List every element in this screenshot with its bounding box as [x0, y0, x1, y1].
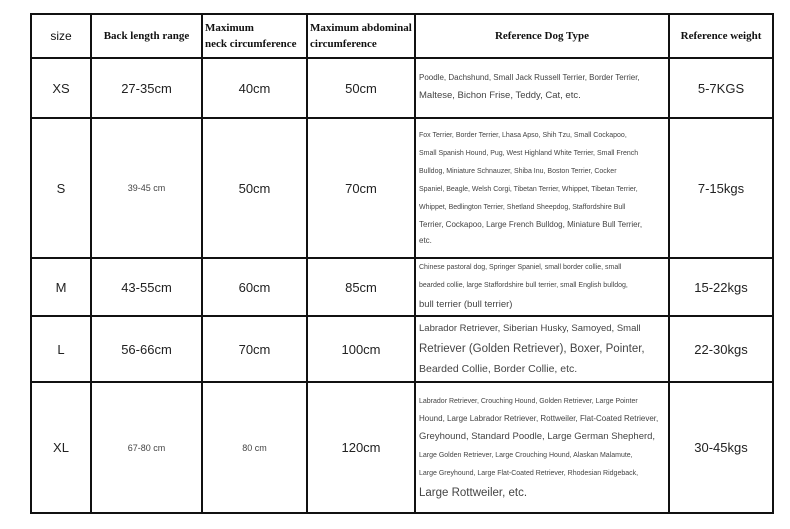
dog-type-cell: Labrador Retriever, Crouching Hound, Gol…: [414, 381, 670, 514]
dog-type-line: Poodle, Dachshund, Small Jack Russell Te…: [419, 73, 640, 82]
table-row: XS 27-35cm 40cm 50cm Poodle, Dachshund, Smal…: [30, 57, 774, 119]
dog-type-line: Large Rottweiler, etc.: [419, 486, 528, 499]
dog-type-line: Bearded Collie, Border Collie, etc.: [419, 363, 578, 375]
weight-cell: 22-30kgs: [668, 315, 774, 383]
table-row: M 43-55cm 60cm 85cm Chinese pastoral dog, Sp…: [30, 257, 774, 317]
dog-type-cell: Poodle, Dachshund, Small Jack Russell Te…: [414, 57, 670, 119]
dog-type-line: Spaniel, Beagle, Welsh Corgi, Tibetan Te…: [419, 186, 638, 193]
dog-type-line: bull terrier (bull terrier): [419, 299, 513, 310]
table-row: XL 67-80 cm 80 cm 120cm Labrador Retriever, …: [30, 381, 774, 514]
size-chart-table: size Back length range Maximum neck circ…: [30, 13, 774, 514]
dog-type-line: Retriever (Golden Retriever), Boxer, Poi…: [419, 343, 645, 355]
neck-cell: 80 cm: [201, 381, 308, 514]
header-neck: Maximum neck circumference: [201, 13, 308, 59]
neck-cell: 40cm: [201, 57, 308, 119]
header-abdomen: Maximum abdominal circumference: [306, 13, 416, 59]
header-dog-type: Reference Dog Type: [414, 13, 670, 59]
back-length-cell: 27-35cm: [90, 57, 203, 119]
dog-type-line: bearded collie, large Staffordshire bull…: [419, 282, 628, 289]
table-row: L 56-66cm 70cm 100cm Labrador Retriever, Sib…: [30, 315, 774, 383]
dog-type-line: Labrador Retriever, Siberian Husky, Samo…: [419, 323, 641, 334]
dog-type-line: Large Golden Retriever, Large Crouching …: [419, 451, 633, 459]
dog-type-line: Maltese, Bichon Frise, Teddy, Cat, etc.: [419, 90, 581, 101]
weight-cell: 30-45kgs: [668, 381, 774, 514]
dog-type-cell: Fox Terrier, Border Terrier, Lhasa Apso,…: [414, 117, 670, 259]
abdomen-cell: 50cm: [306, 57, 416, 119]
abdomen-cell: 85cm: [306, 257, 416, 317]
size-cell: XL: [30, 381, 92, 514]
dog-type-line: Terrier, Cockapoo, Large French Bulldog,…: [419, 220, 643, 229]
dog-type-cell: Labrador Retriever, Siberian Husky, Samo…: [414, 315, 670, 383]
abdomen-cell: 100cm: [306, 315, 416, 383]
back-length-cell: 56-66cm: [90, 315, 203, 383]
size-cell: XS: [30, 57, 92, 119]
dog-type-line: Small Spanish Hound, Pug, West Highland …: [419, 150, 639, 157]
weight-cell: 15-22kgs: [668, 257, 774, 317]
dog-type-line: Bulldog, Miniature Schnauzer, Shiba Inu,…: [419, 168, 617, 175]
size-cell: L: [30, 315, 92, 383]
header-row: size Back length range Maximum neck circ…: [30, 13, 774, 59]
weight-cell: 7-15kgs: [668, 117, 774, 259]
dog-type-line: Whippet, Bedlington Terrier, Shetland Sh…: [419, 204, 626, 211]
header-back-length: Back length range: [90, 13, 203, 59]
header-weight: Reference weight: [668, 13, 774, 59]
dog-type-line: Large Greyhound, Large Flat-Coated Retri…: [419, 469, 639, 477]
dog-type-line: Fox Terrier, Border Terrier, Lhasa Apso,…: [419, 132, 627, 139]
size-cell: M: [30, 257, 92, 317]
dog-type-line: Greyhound, Standard Poodle, Large German…: [419, 430, 656, 442]
dog-type-line: Hound, Large Labrador Retriever, Rottwei…: [419, 413, 659, 423]
dog-type-line: Labrador Retriever, Crouching Hound, Gol…: [419, 397, 638, 405]
neck-cell: 70cm: [201, 315, 308, 383]
dog-type-line: Chinese pastoral dog, Springer Spaniel, …: [419, 264, 622, 271]
neck-cell: 60cm: [201, 257, 308, 317]
size-cell: S: [30, 117, 92, 259]
weight-cell: 5-7KGS: [668, 57, 774, 119]
abdomen-cell: 120cm: [306, 381, 416, 514]
neck-cell: 50cm: [201, 117, 308, 259]
dog-type-line: etc.: [419, 236, 432, 245]
back-length-cell: 39-45 cm: [90, 117, 203, 259]
table-row: S 39-45 cm 50cm 70cm Fox Terrier, Border Ter…: [30, 117, 774, 259]
dog-type-cell: Chinese pastoral dog, Springer Spaniel, …: [414, 257, 670, 317]
header-size: size: [30, 13, 92, 59]
abdomen-cell: 70cm: [306, 117, 416, 259]
back-length-cell: 67-80 cm: [90, 381, 203, 514]
back-length-cell: 43-55cm: [90, 257, 203, 317]
